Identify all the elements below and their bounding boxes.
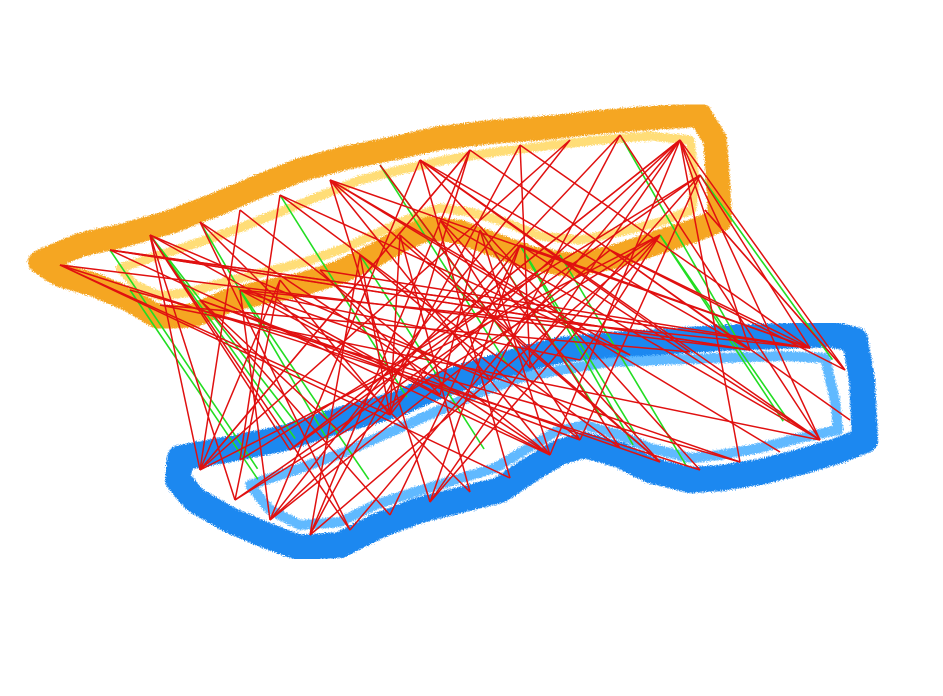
outlier-correspondence-line — [489, 134, 621, 381]
outlier-correspondence-line — [149, 234, 291, 451]
outlier-correspondence-line — [679, 139, 821, 441]
inlier-correspondence-line — [199, 221, 329, 441]
outlier-correspondence-line — [109, 249, 751, 351]
target-cloud-outer-ring — [165, 321, 878, 561]
outlier-correspondence-line — [269, 139, 571, 521]
outlier-correspondence-line — [199, 221, 351, 531]
inlier-correspondence-line — [619, 134, 743, 347]
outlier-correspondence-line — [279, 194, 621, 449]
outlier-correspondence-line — [199, 221, 551, 456]
outlier-correspondence-line — [239, 289, 581, 361]
outlier-correspondence-line — [519, 244, 821, 441]
outlier-correspondence-line — [699, 174, 811, 349]
inlier-correspondence-line — [129, 289, 259, 480]
outlier-correspondence-line — [239, 174, 701, 461]
inlier-correspondence-line — [109, 249, 259, 470]
outlier-correspondence-line — [349, 139, 681, 531]
outlier-correspondence-line — [149, 234, 236, 501]
outlier-correspondence-line — [234, 279, 281, 501]
outlier-correspondence-line — [359, 254, 391, 416]
outlier-correspondence-line — [149, 234, 441, 396]
outlier-correspondence-line — [339, 134, 621, 433]
outlier-correspondence-line — [199, 149, 471, 471]
correspondence-lines — [59, 134, 851, 536]
outlier-correspondence-line — [199, 299, 661, 463]
outlier-correspondence-line — [679, 139, 741, 463]
outlier-correspondence-line — [329, 179, 661, 463]
inlier-correspondence-line — [379, 164, 509, 366]
outlier-correspondence-line — [359, 254, 581, 441]
outlier-correspondence-line — [329, 179, 631, 356]
outlier-correspondence-line — [129, 289, 741, 463]
outlier-correspondence-line — [439, 229, 481, 396]
outlier-correspondence-line — [199, 299, 341, 433]
outlier-correspondence-line — [579, 174, 701, 441]
outlier-correspondence-line — [199, 279, 281, 471]
outlier-correspondence-line — [199, 139, 571, 471]
outlier-correspondence-line — [519, 244, 811, 349]
outlier-correspondence-line — [619, 134, 821, 441]
inlier-correspondence-line — [699, 174, 834, 361]
outlier-correspondence-line — [519, 144, 811, 349]
outlier-correspondence-line — [529, 174, 701, 369]
inlier-correspondence-line — [519, 244, 637, 435]
outlier-correspondence-line — [309, 144, 521, 536]
outlier-correspondence-line — [329, 179, 781, 453]
inlier-correspondence-line — [149, 234, 298, 426]
outlier-correspondence-line — [109, 249, 551, 456]
outlier-correspondence-line — [704, 209, 846, 371]
outlier-correspondence-line — [419, 159, 691, 353]
outlier-correspondence-line — [239, 209, 551, 456]
outlier-correspondence-line — [239, 289, 741, 463]
outlier-correspondence-line — [519, 144, 531, 369]
outlier-correspondence-line — [239, 289, 271, 521]
inlier-correspondence-line — [149, 234, 296, 440]
outlier-correspondence-line — [149, 234, 201, 471]
outlier-correspondence-line — [234, 234, 661, 501]
outlier-correspondence-line — [234, 174, 701, 501]
outlier-correspondence-line — [199, 299, 391, 516]
outlier-correspondence-line — [239, 289, 551, 456]
source-cloud-outer-ring — [28, 103, 732, 330]
outlier-correspondence-line — [269, 139, 681, 521]
outlier-correspondence-line — [319, 269, 811, 349]
outlier-correspondence-line — [309, 254, 361, 536]
outlier-correspondence-line — [439, 219, 821, 441]
inlier-correspondence-line — [659, 234, 784, 422]
outlier-correspondence-line — [109, 249, 811, 349]
outlier-correspondence-line — [679, 139, 846, 371]
inlier-correspondence-line — [279, 194, 408, 398]
outlier-correspondence-line — [59, 264, 511, 479]
outlier-correspondence-line — [419, 159, 701, 471]
outlier-correspondence-line — [59, 264, 391, 416]
outlier-correspondence-line — [289, 139, 681, 451]
outlier-correspondence-line — [149, 234, 491, 381]
outlier-correspondence-line — [329, 179, 551, 456]
outlier-correspondence-line — [199, 221, 471, 493]
outlier-correspondence-line — [159, 304, 821, 441]
target-point-cloud — [165, 321, 878, 561]
target-cloud-inner-ring — [245, 351, 843, 530]
outlier-correspondence-line — [579, 234, 661, 361]
outlier-correspondence-line — [309, 234, 661, 536]
